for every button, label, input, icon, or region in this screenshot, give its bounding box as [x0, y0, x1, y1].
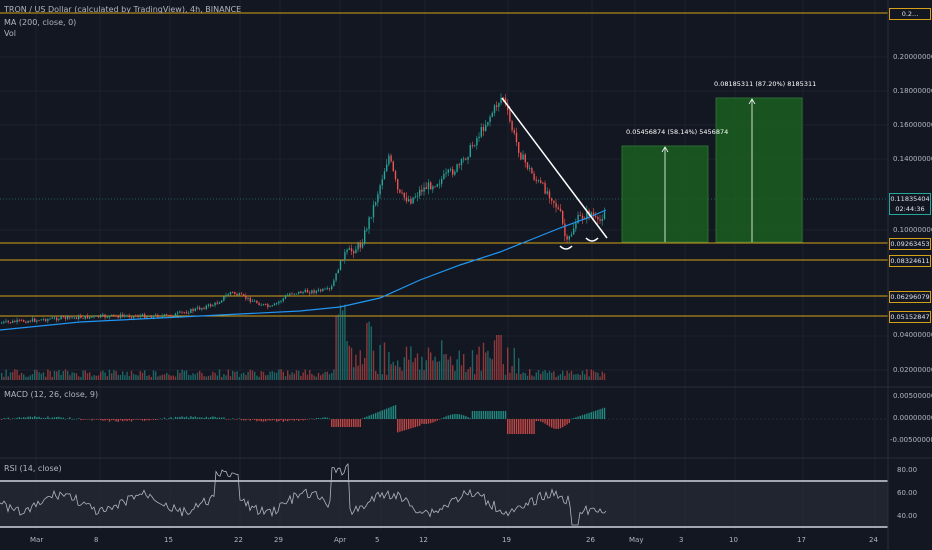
target-label-1: 0.05456874 (58.14%) 5456874 [626, 128, 729, 136]
ma-200-line [0, 209, 607, 331]
target-label-2: 0.08185311 (87.20%) 8185311 [714, 80, 817, 88]
rsi-legend[interactable]: RSI (14, close) [4, 464, 62, 473]
price-tick: 0.14000000 [893, 155, 932, 163]
current-price-badge: 0.11835404 02:44:36 [889, 193, 931, 215]
price-tick: 0.20000000 [893, 53, 932, 61]
bottom-marker-1 [559, 245, 573, 250]
chart-grid [0, 0, 888, 530]
price-tick: 0.02000000 [893, 366, 932, 374]
vol-legend[interactable]: Vol [4, 29, 16, 38]
rsi-tick: 40.00 [897, 512, 918, 520]
macd-legend[interactable]: MACD (12, 26, close, 9) [4, 390, 99, 399]
bar-countdown: 02:44:36 [895, 205, 925, 213]
level-badge: 0.08324611 [889, 255, 931, 267]
top-level-badge: 0.2... [889, 8, 931, 20]
macd-histogram [0, 405, 888, 434]
rsi-panel [0, 463, 888, 528]
time-tick: 24 [869, 536, 878, 544]
macd-tick: 0.00500000 [893, 392, 932, 400]
bottom-marker-2 [585, 237, 599, 242]
time-tick: 15 [164, 536, 173, 544]
rsi-tick: 60.00 [897, 489, 918, 497]
current-price-value: 0.11835404 [890, 195, 930, 203]
time-tick: 17 [797, 536, 806, 544]
time-tick: 5 [375, 536, 380, 544]
ma-legend[interactable]: MA (200, close, 0) [4, 18, 77, 27]
time-tick: 29 [274, 536, 283, 544]
time-tick: 3 [679, 536, 684, 544]
macd-tick: -0.00500000 [890, 436, 932, 444]
time-tick: 8 [94, 536, 99, 544]
symbol-legend[interactable]: TRON / US Dollar (calculated by TradingV… [4, 5, 242, 14]
time-tick: 12 [419, 536, 428, 544]
level-badge: 0.06296079 [889, 291, 931, 303]
volume-bars [1, 304, 606, 380]
time-tick: 26 [586, 536, 595, 544]
target-boxes [621, 97, 803, 243]
time-tick: 22 [234, 536, 243, 544]
time-tick: 19 [502, 536, 511, 544]
price-tick: 0.18000000 [893, 87, 932, 95]
time-tick: Mar [30, 536, 44, 544]
macd-tick: 0.00000000 [893, 414, 932, 422]
horizontal-levels [0, 12, 888, 317]
rsi-tick: 80.00 [897, 466, 918, 474]
price-tick: 0.16000000 [893, 121, 932, 129]
level-badge: 0.05152847 [889, 311, 931, 323]
level-badge: 0.09263453 [889, 238, 931, 250]
price-candles [1, 93, 606, 325]
time-tick: Apr [334, 536, 347, 544]
price-tick: 0.10000000 [893, 226, 932, 234]
time-tick: 10 [729, 536, 738, 544]
time-tick: May [629, 536, 644, 544]
price-tick: 0.04000000 [893, 331, 932, 339]
trendline [501, 97, 608, 239]
